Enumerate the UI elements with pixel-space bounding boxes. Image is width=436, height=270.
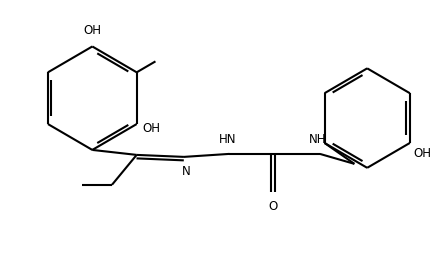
Text: OH: OH — [83, 23, 101, 36]
Text: NH: NH — [309, 133, 327, 146]
Text: O: O — [268, 200, 277, 213]
Text: HN: HN — [218, 133, 236, 146]
Text: OH: OH — [414, 147, 432, 160]
Text: OH: OH — [143, 122, 160, 134]
Text: N: N — [181, 165, 190, 178]
